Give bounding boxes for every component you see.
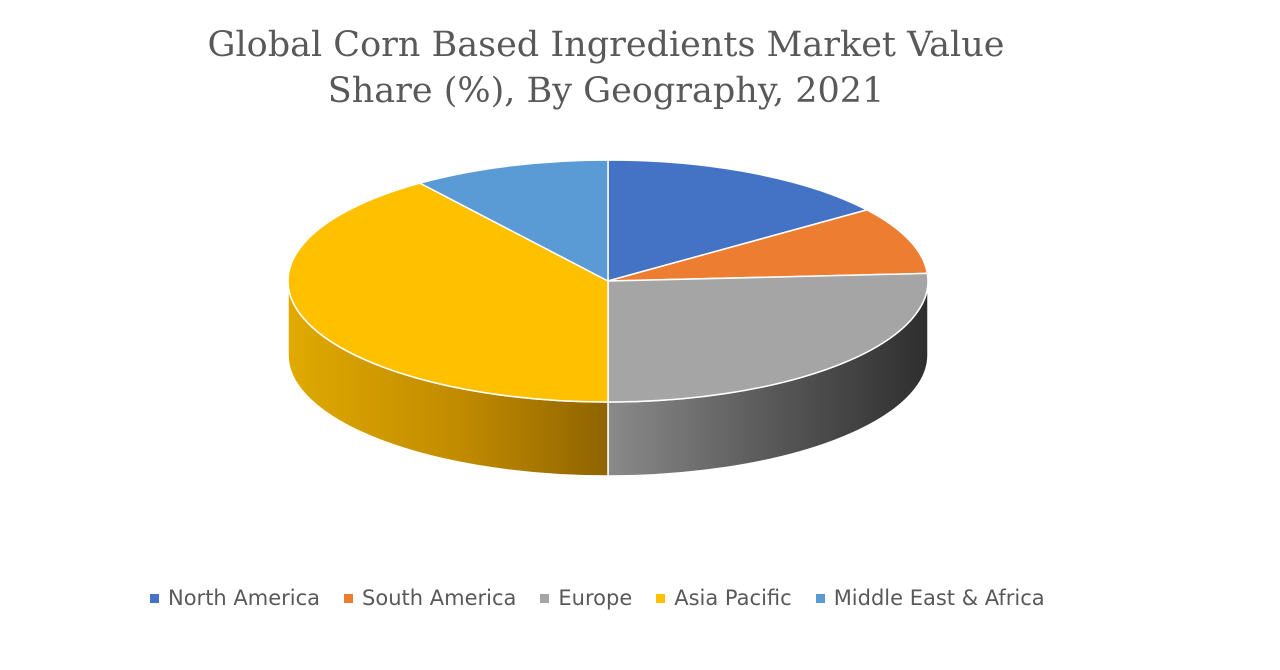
legend-item-europe: Europe <box>540 586 632 610</box>
legend-item-south-america: South America <box>344 586 516 610</box>
pie-tops <box>287 159 929 403</box>
legend-swatch <box>540 593 550 603</box>
chart-title: Global Corn Based Ingredients Market Val… <box>0 22 1212 114</box>
legend-item-north-america: North America <box>150 586 320 610</box>
legend-label: Europe <box>558 586 633 610</box>
legend-item-middle-east-africa: Middle East & Africa <box>815 586 1045 610</box>
legend-swatch <box>344 593 354 603</box>
legend-swatch <box>815 593 825 603</box>
chart-title-line-2: Share (%), By Geography, 2021 <box>327 71 885 111</box>
legend-item-asia-pacific: Asia Pacific <box>656 586 792 610</box>
pie-slice-europe <box>607 272 929 403</box>
legend-label: Middle East & Africa <box>833 586 1045 610</box>
legend-label: Asia Pacific <box>674 586 792 610</box>
legend: North America South America Europe Asia … <box>150 582 1069 614</box>
legend-swatch <box>150 593 159 603</box>
pie-slice-north-america <box>607 159 868 282</box>
legend-label: South America <box>362 586 517 610</box>
legend-swatch <box>656 593 666 603</box>
legend-label: North America <box>168 586 321 610</box>
pie-slice-asia-pacific <box>287 182 609 403</box>
pie-slice-south-america <box>607 209 929 282</box>
chart-title-line-1: Global Corn Based Ingredients Market Val… <box>207 25 1005 65</box>
pie-slice-middle-east-africa <box>419 159 609 282</box>
